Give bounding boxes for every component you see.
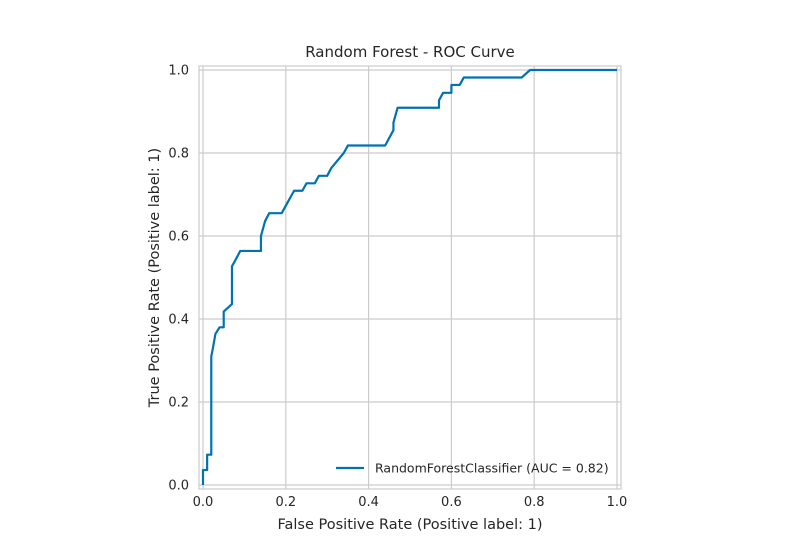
y-tick-label: 0.4 xyxy=(168,313,189,328)
x-tick-label: 0.0 xyxy=(193,495,214,510)
y-axis-label: True Positive Rate (Positive label: 1) xyxy=(147,148,163,408)
legend-entry-label: RandomForestClassifier (AUC = 0.82) xyxy=(375,461,609,476)
y-tick-label: 0.2 xyxy=(168,396,189,411)
x-tick-label: 0.2 xyxy=(275,495,296,510)
series xyxy=(201,68,617,485)
chart-title: Random Forest - ROC Curve xyxy=(305,43,515,61)
y-tick-label: 0.0 xyxy=(168,479,189,494)
y-tick-label: 0.8 xyxy=(168,147,189,162)
y-ticks: 0.0 0.2 0.4 0.6 0.8 1.0 xyxy=(168,64,189,494)
y-tick-label: 0.6 xyxy=(168,230,189,245)
x-axis-label: False Positive Rate (Positive label: 1) xyxy=(278,517,543,533)
plot-frame xyxy=(198,65,622,490)
grid xyxy=(199,66,621,489)
legend: RandomForestClassifier (AUC = 0.82) xyxy=(336,461,609,476)
x-ticks: 0.0 0.2 0.4 0.6 0.8 1.0 xyxy=(193,495,628,510)
x-tick-label: 0.4 xyxy=(358,495,379,510)
x-tick-label: 0.8 xyxy=(524,495,545,510)
x-tick-label: 1.0 xyxy=(607,495,628,510)
y-tick-label: 1.0 xyxy=(168,64,189,79)
x-tick-label: 0.6 xyxy=(441,495,462,510)
roc-curve-line xyxy=(201,68,617,485)
